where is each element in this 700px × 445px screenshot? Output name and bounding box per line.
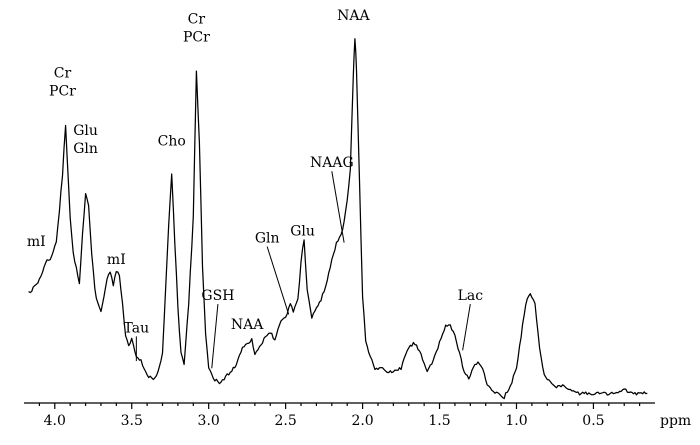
peak-label: Cho <box>158 134 186 150</box>
peak-leader-line <box>266 246 290 315</box>
x-tick-label: 4.0 <box>44 413 66 429</box>
x-tick-label: 0.5 <box>582 413 604 429</box>
x-tick-label: 2.0 <box>351 413 373 429</box>
spectrum-layer <box>28 38 648 400</box>
peak-label: Lac <box>458 288 484 304</box>
x-axis: 4.0 3.5 3.0 2.5 2.0 1.5 1.0 0.5 <box>24 402 655 429</box>
spectrum-series-line <box>28 38 648 400</box>
peak-label: NAAG <box>310 155 354 171</box>
x-axis-unit-label: ppm <box>660 413 691 429</box>
peak-leader-line <box>331 171 345 243</box>
peak-leader-line <box>462 303 471 351</box>
peak-label: Cr <box>188 12 206 28</box>
x-tick-label: 3.5 <box>121 413 143 429</box>
x-tick-label: 3.0 <box>198 413 220 429</box>
peak-label: Gln <box>255 231 280 247</box>
x-tick-label: 1.5 <box>428 413 450 429</box>
peak-label: Cr <box>54 65 72 81</box>
peak-label: NAA <box>337 8 370 24</box>
peak-label: Glu <box>290 223 315 239</box>
peak-label: PCr <box>183 30 210 46</box>
peak-label: NAA <box>231 317 264 333</box>
peak-label: Gln <box>73 141 98 157</box>
x-tick-label: 2.5 <box>275 413 297 429</box>
x-tick-label: 1.0 <box>505 413 527 429</box>
peak-label: GSH <box>201 288 234 304</box>
peak-label: Glu <box>73 123 98 139</box>
peak-labels: mI Cr PCr Glu Gln mI Tau Cho Cr PCr GSH NAA Gln Glu NA… <box>27 8 484 369</box>
peak-label: mI <box>27 234 46 250</box>
peak-label: Tau <box>124 320 150 336</box>
peak-label: PCr <box>49 83 76 99</box>
peak-leader-line <box>211 304 219 369</box>
peak-label: mI <box>107 252 126 268</box>
